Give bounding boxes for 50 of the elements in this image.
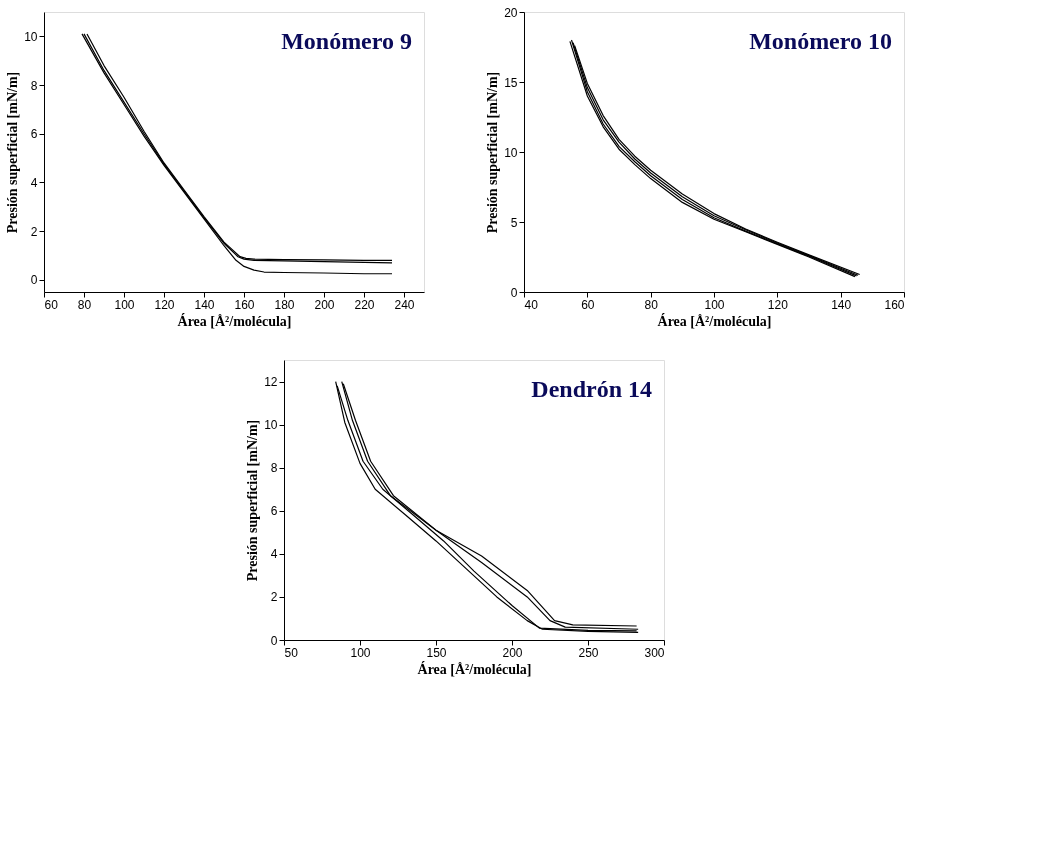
x-tick-label: 150 bbox=[426, 645, 447, 660]
x-tick-label: 160 bbox=[884, 297, 905, 312]
x-tick-label: 60 bbox=[44, 297, 59, 312]
x-tick-label: 40 bbox=[524, 297, 539, 312]
x-tick-label: 100 bbox=[704, 297, 725, 312]
y-tick-label: 2 bbox=[270, 590, 278, 605]
y-tick-label: 20 bbox=[504, 5, 518, 20]
y-tick-label: 2 bbox=[30, 224, 38, 239]
y-tick-label: 8 bbox=[30, 78, 38, 93]
y-tick-label: 4 bbox=[30, 175, 38, 190]
x-tick-label: 300 bbox=[644, 645, 665, 660]
x-tick-label: 160 bbox=[234, 297, 255, 312]
x-tick-label: 220 bbox=[354, 297, 375, 312]
y-tick-label: 12 bbox=[264, 375, 278, 390]
x-tick-label: 120 bbox=[154, 297, 175, 312]
x-tick-label: 180 bbox=[274, 297, 295, 312]
y-tick-label: 10 bbox=[24, 29, 38, 44]
y-tick-label: 4 bbox=[270, 547, 278, 562]
y-tick-label: 10 bbox=[264, 418, 278, 433]
x-tick-label: 80 bbox=[644, 297, 659, 312]
y-axis-title: Presión superficial [mN/m] bbox=[5, 71, 21, 234]
x-tick-label: 120 bbox=[767, 297, 789, 312]
x-tick-label: 250 bbox=[578, 645, 599, 660]
x-axis-title: Área [Å²/molécula] bbox=[657, 312, 772, 329]
y-axis-title: Presión superficial [mN/m] bbox=[245, 419, 261, 582]
x-tick-label: 100 bbox=[350, 645, 371, 660]
y-tick-label: 15 bbox=[504, 75, 518, 90]
text: Dendrón 14 bbox=[531, 376, 652, 402]
x-tick-label: 200 bbox=[314, 297, 335, 312]
x-tick-label: 140 bbox=[194, 297, 215, 312]
y-tick-label: 6 bbox=[270, 504, 278, 519]
x-tick-label: 140 bbox=[831, 297, 852, 312]
y-tick-label: 10 bbox=[504, 145, 518, 160]
x-tick-label: 50 bbox=[284, 645, 299, 660]
x-tick-label: 240 bbox=[394, 297, 415, 312]
text: Monómero 9 bbox=[281, 28, 412, 54]
x-axis-title: Área [Å²/molécula] bbox=[417, 660, 532, 677]
text: Monómero 10 bbox=[749, 28, 892, 54]
y-tick-label: 5 bbox=[510, 215, 518, 230]
x-tick-label: 100 bbox=[114, 297, 135, 312]
x-tick-label: 60 bbox=[581, 297, 595, 312]
y-tick-label: 6 bbox=[30, 127, 38, 142]
y-tick-label: 8 bbox=[270, 461, 278, 476]
x-tick-label: 200 bbox=[502, 645, 523, 660]
y-tick-label: 0 bbox=[510, 285, 518, 300]
y-tick-label: 0 bbox=[30, 273, 38, 288]
x-tick-label: 80 bbox=[77, 297, 92, 312]
x-axis-title: Área [Å²/molécula] bbox=[177, 312, 292, 329]
y-axis-title: Presión superficial [mN/m] bbox=[485, 71, 501, 234]
y-tick-label: 0 bbox=[270, 633, 278, 648]
